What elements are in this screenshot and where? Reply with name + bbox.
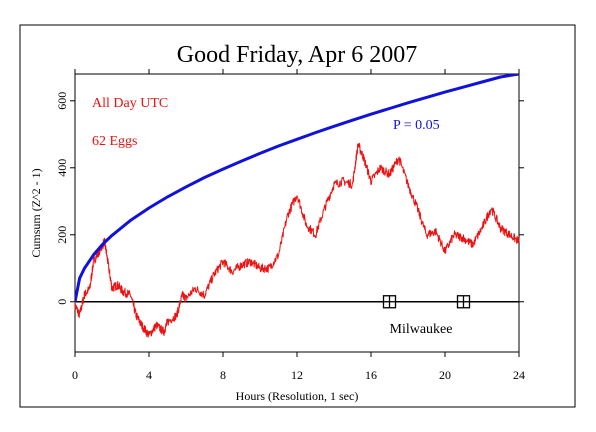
event-label: Milwaukee — [390, 322, 453, 337]
x-tick-label: 0 — [72, 368, 78, 382]
x-tick-label: 24 — [513, 368, 525, 382]
x-tick-label: 16 — [365, 368, 377, 382]
cumsum-series-line — [74, 142, 520, 338]
probability-envelope-line — [75, 74, 519, 303]
x-tick-label: 12 — [291, 368, 303, 382]
event-markers — [382, 295, 471, 309]
event-marker-1 — [456, 295, 471, 309]
y-tick-label: 400 — [55, 159, 69, 177]
event-marker-0 — [382, 295, 397, 309]
period-annotation: All Day UTC — [92, 96, 168, 111]
x-tick-label: 8 — [220, 368, 226, 382]
y-tick-label: 0 — [55, 299, 69, 305]
outer-frame — [19, 24, 576, 408]
y-tick-label: 200 — [55, 226, 69, 244]
x-tick-label: 20 — [439, 368, 451, 382]
eggs-annotation: 62 Eggs — [92, 134, 138, 149]
chart-title: Good Friday, Apr 6 2007 — [177, 42, 417, 68]
probability-annotation: P = 0.05 — [393, 118, 440, 133]
axis-ticks: 0 4 8 12 16 20 24 0 200 400 600 — [55, 69, 525, 382]
x-axis-label: Hours (Resolution, 1 sec) — [236, 389, 359, 403]
y-axis-label: Cumsum (Z^2 - 1) — [29, 168, 43, 257]
data-series — [74, 74, 520, 338]
x-tick-label: 4 — [146, 368, 152, 382]
y-tick-label: 600 — [55, 92, 69, 110]
